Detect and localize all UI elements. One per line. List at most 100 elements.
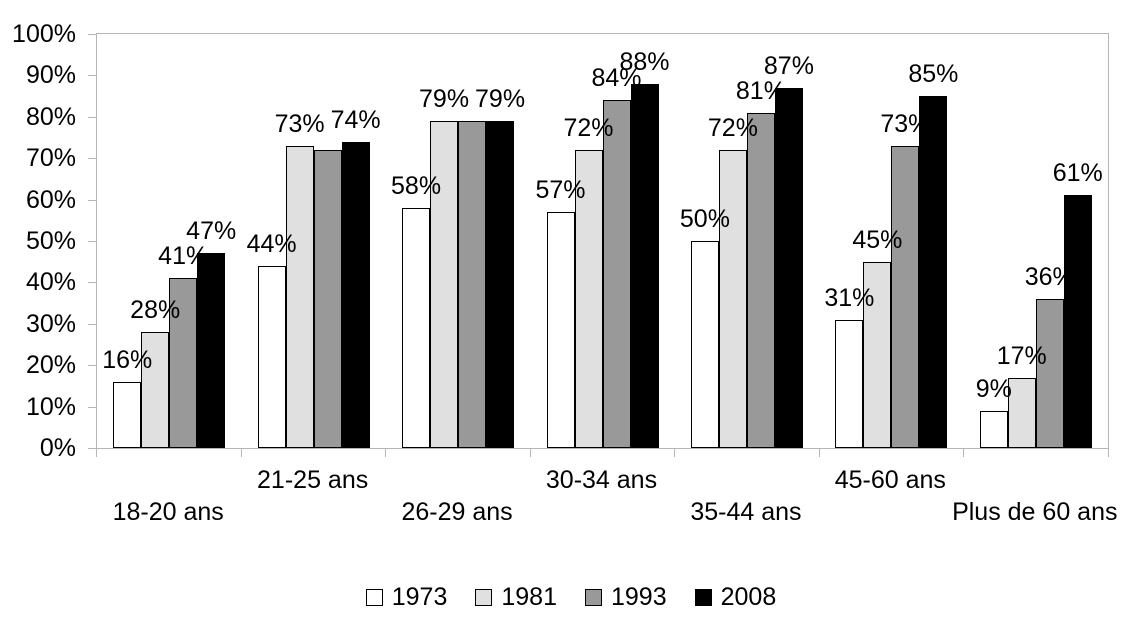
bar-value-label: 73% xyxy=(274,110,325,138)
y-tick xyxy=(88,158,96,160)
y-tick xyxy=(88,241,96,242)
bar-1973-45-60-ans xyxy=(835,320,864,448)
bar-1993-45-60-ans xyxy=(891,146,920,448)
bar-value-label: 44% xyxy=(246,230,297,258)
bar-value-label: 41% xyxy=(158,242,209,270)
y-axis-tick-label: 20% xyxy=(25,351,76,380)
bar-value-label: 31% xyxy=(824,284,875,312)
bar-value-label: 58% xyxy=(391,172,442,200)
x-tick xyxy=(529,449,531,457)
x-category-label: 45-60 ans xyxy=(834,466,946,494)
bar-1981-18-20-ans xyxy=(141,332,170,448)
x-category-label: 30-34 ans xyxy=(545,466,658,494)
bar-value-label: 50% xyxy=(679,205,730,233)
bar-1993-21-25-ans xyxy=(313,150,342,448)
legend-swatch-icon xyxy=(475,588,493,606)
legend-item-2008: 2008 xyxy=(694,582,776,612)
y-axis-tick-label: 30% xyxy=(25,309,76,338)
bar-value-label: 84% xyxy=(591,64,642,92)
bar-1993-18-20-ans xyxy=(169,278,198,448)
y-axis-tick-label: 90% xyxy=(25,61,76,90)
x-category-label: 18-20 ans xyxy=(112,498,224,526)
bar-value-label: 61% xyxy=(1052,159,1103,187)
y-axis-tick-label: 100% xyxy=(12,20,76,48)
bar-1981-45-60-ans xyxy=(863,262,892,448)
x-tick xyxy=(96,449,97,457)
y-tick xyxy=(88,75,96,77)
bar-1973-30-34-ans xyxy=(546,212,575,448)
legend: 1973 1981 1993 2008 xyxy=(0,582,1142,612)
bar-1973-35-44-ans xyxy=(690,241,719,448)
legend-label: 1981 xyxy=(501,583,557,611)
legend-swatch-icon xyxy=(694,588,712,606)
bar-value-label: 87% xyxy=(763,52,814,80)
y-tick xyxy=(88,323,96,325)
bar-1993-26-29-ans xyxy=(458,121,487,448)
bar-value-label: 16% xyxy=(102,346,153,374)
y-axis-tick-label: 0% xyxy=(39,434,76,462)
bar-2008-plus-de-60-ans xyxy=(1063,195,1092,448)
bar-value-label: 17% xyxy=(996,342,1047,370)
x-category-label: 26-29 ans xyxy=(401,498,513,526)
x-tick xyxy=(385,449,387,457)
x-tick xyxy=(818,449,820,457)
bar-value-label: 74% xyxy=(330,106,381,134)
y-tick xyxy=(88,406,96,408)
bar-value-label: 45% xyxy=(852,226,903,254)
bar-value-label: 57% xyxy=(535,176,586,204)
bar-2008-18-20-ans xyxy=(197,253,226,448)
bar-2008-26-29-ans xyxy=(486,121,515,448)
bar-1973-21-25-ans xyxy=(257,266,286,448)
bar-2008-21-25-ans xyxy=(341,142,370,448)
x-tick xyxy=(963,449,965,457)
bar-1981-plus-de-60-ans xyxy=(1007,378,1036,448)
bar-2008-45-60-ans xyxy=(919,96,948,448)
legend-item-1973: 1973 xyxy=(365,582,448,612)
bar-1981-35-44-ans xyxy=(718,150,747,448)
bar-1981-21-25-ans xyxy=(285,146,314,448)
x-category-label: 21-25 ans xyxy=(257,466,369,494)
bar-value-label: 79% xyxy=(419,85,470,113)
y-tick xyxy=(88,199,96,201)
x-category-label: Plus de 60 ans xyxy=(952,498,1118,526)
bar-value-label: 88% xyxy=(619,48,670,76)
bar-value-label: 47% xyxy=(186,217,237,245)
legend-label: 1973 xyxy=(391,583,448,611)
y-axis-tick-label: 80% xyxy=(25,102,76,131)
bar-2008-35-44-ans xyxy=(774,88,803,448)
bar-value-label: 73% xyxy=(880,110,931,138)
y-tick xyxy=(88,116,96,118)
x-tick xyxy=(674,449,676,457)
y-tick xyxy=(88,282,96,284)
bar-value-label: 79% xyxy=(475,85,526,113)
bar-1981-26-29-ans xyxy=(430,121,459,448)
legend-item-1981: 1981 xyxy=(475,582,557,612)
bar-value-label: 72% xyxy=(563,114,614,142)
y-tick xyxy=(88,34,96,35)
bar-value-label: 72% xyxy=(707,114,758,142)
legend-item-1993: 1993 xyxy=(585,582,667,612)
bar-1993-30-34-ans xyxy=(602,100,631,448)
y-axis-tick-label: 10% xyxy=(25,392,76,421)
bar-1973-26-29-ans xyxy=(402,208,431,448)
y-tick xyxy=(88,365,96,367)
bar-1973-18-20-ans xyxy=(113,382,142,448)
bar-value-label: 28% xyxy=(130,296,181,324)
bar-1993-plus-de-60-ans xyxy=(1035,299,1064,448)
y-axis-tick-label: 50% xyxy=(25,227,76,255)
y-axis-tick-label: 70% xyxy=(25,144,76,173)
bar-value-label: 36% xyxy=(1024,263,1075,291)
bar-1993-35-44-ans xyxy=(746,113,775,448)
bar-value-label: 9% xyxy=(975,375,1012,403)
plot-area: 16% 28% 41% 47% 44% 73% 74% 58% 79% 79% 57% 72% 84% 8… xyxy=(96,33,1109,449)
legend-swatch-icon xyxy=(585,588,602,606)
x-tick xyxy=(240,449,242,457)
bar-2008-30-34-ans xyxy=(630,84,659,448)
y-axis-tick-label: 60% xyxy=(25,185,76,214)
y-axis-tick-label: 40% xyxy=(25,268,76,297)
bar-value-label: 81% xyxy=(735,77,786,105)
x-tick xyxy=(1108,449,1109,457)
bar-1973-plus-de-60-ans xyxy=(979,411,1008,448)
legend-swatch-icon xyxy=(365,588,383,606)
